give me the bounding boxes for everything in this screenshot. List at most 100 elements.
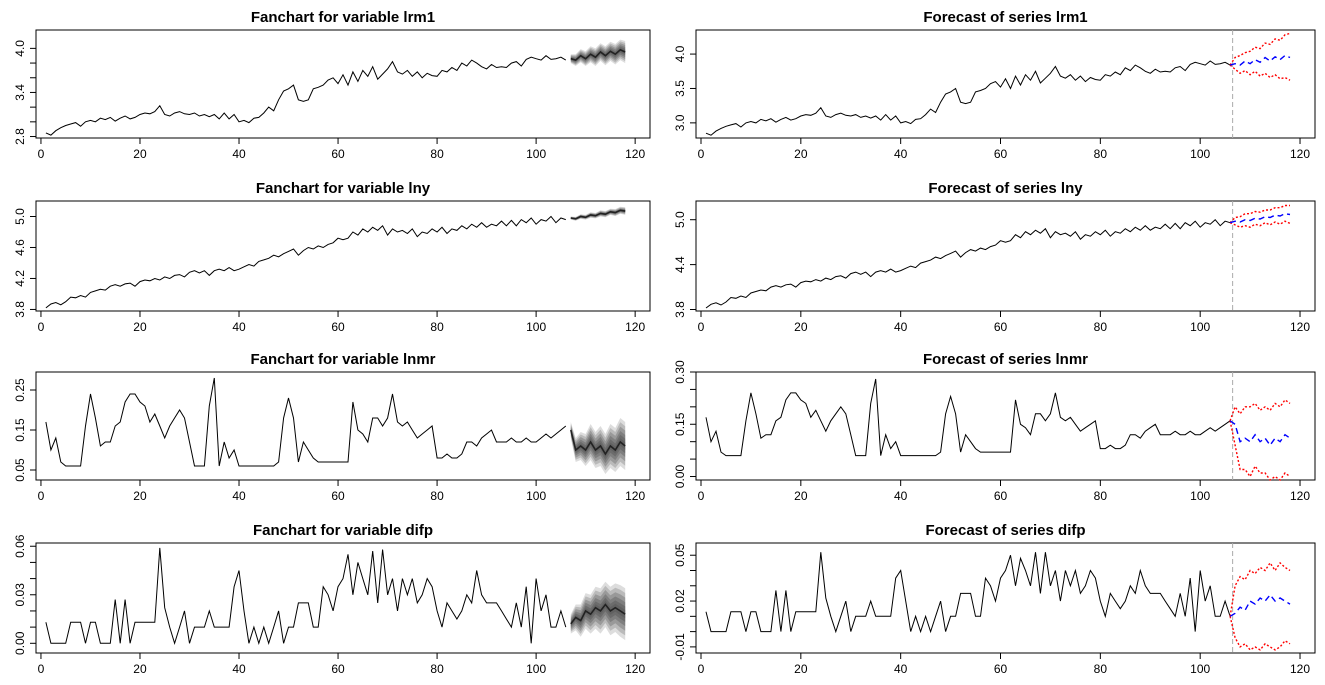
- fan-band: [570, 428, 626, 458]
- x-tick-label: 100: [526, 662, 546, 676]
- x-tick-label: 80: [430, 662, 444, 676]
- x-tick-label: 60: [994, 320, 1008, 334]
- x-tick-label: 40: [894, 320, 908, 334]
- panel-title: Fanchart for variable lny: [256, 180, 431, 197]
- x-tick-label: 120: [625, 489, 645, 503]
- upper-interval-line: [1229, 561, 1291, 617]
- y-tick-label: 0.15: [13, 418, 27, 442]
- x-tick-label: 100: [1190, 489, 1210, 503]
- x-tick-label: 20: [794, 489, 808, 503]
- series-line: [705, 60, 1231, 136]
- plot-frame: [35, 29, 651, 139]
- x-tick-label: 0: [38, 662, 45, 676]
- upper-interval-line: [1229, 32, 1291, 66]
- x-tick-label: 80: [1094, 662, 1108, 676]
- y-tick-label: 2.8: [13, 128, 27, 145]
- x-tick-label: 100: [526, 147, 546, 161]
- y-tick-label: 4.0: [13, 40, 27, 57]
- forecast-line: [1229, 54, 1291, 66]
- lower-interval-line: [1229, 420, 1291, 481]
- x-tick-label: 20: [794, 320, 808, 334]
- fan-band: [570, 39, 626, 66]
- y-tick-label: 5.0: [673, 211, 687, 228]
- x-tick-label: 40: [232, 489, 246, 503]
- x-tick-label: 40: [232, 662, 246, 676]
- plot-frame: [695, 542, 1316, 654]
- x-tick-label: 120: [625, 147, 645, 161]
- panel-fan-lnmr: Fanchart for variable lnmr 0 20 40 60 80 100 12…: [13, 351, 651, 503]
- fan-median-line: [570, 48, 626, 61]
- x-tick-label: 40: [894, 662, 908, 676]
- x-tick-label: 20: [133, 489, 147, 503]
- x-tick-label: 80: [1094, 320, 1108, 334]
- panel-fan-lny: Fanchart for variable lny 0 20 40 60 80 100 120…: [13, 180, 651, 334]
- y-tick-label: 3.0: [673, 114, 687, 131]
- forecast-line: [1229, 212, 1291, 224]
- series-line: [45, 547, 567, 646]
- panel-fc-lnmr: Forecast of series lnmr 0 20 40 60 80 100 120 0.…: [673, 351, 1316, 503]
- y-tick-label: 5.0: [13, 208, 27, 225]
- plot-frame: [35, 200, 651, 312]
- y-tick-label: 3.5: [673, 80, 687, 97]
- y-tick-label: 4.6: [13, 239, 27, 256]
- x-tick-label: 100: [526, 320, 546, 334]
- panel-fc-difp: Forecast of series difp 0 20 40 60 80 100 120 -0…: [673, 522, 1316, 676]
- fan-median-line: [570, 429, 626, 456]
- x-tick-label: 60: [994, 662, 1008, 676]
- lower-interval-line: [1229, 220, 1291, 228]
- x-tick-label: 80: [430, 320, 444, 334]
- forecast-line: [1229, 420, 1291, 447]
- y-tick-label: 0.02: [673, 589, 687, 613]
- x-tick-label: 60: [331, 489, 345, 503]
- x-tick-label: 40: [232, 320, 246, 334]
- series-line: [705, 552, 1231, 634]
- upper-interval-line: [1229, 398, 1291, 422]
- y-tick-label: 0.00: [673, 465, 687, 489]
- upper-interval-line: [1229, 204, 1290, 224]
- x-tick-label: 80: [430, 489, 444, 503]
- series-line: [705, 218, 1231, 309]
- x-tick-label: 60: [331, 147, 345, 161]
- x-tick-label: 0: [698, 147, 705, 161]
- x-tick-label: 120: [625, 320, 645, 334]
- series-line: [45, 55, 567, 136]
- plot-frame: [695, 200, 1316, 312]
- fan-band: [570, 427, 626, 460]
- fan-median-line: [570, 603, 626, 625]
- x-tick-label: 20: [133, 147, 147, 161]
- panel-title: Forecast of series lnmr: [923, 351, 1088, 368]
- x-tick-label: 40: [232, 147, 246, 161]
- x-tick-label: 120: [1290, 147, 1310, 161]
- plot-frame: [695, 371, 1316, 481]
- panel-fan-lrm1: Fanchart for variable lrm1 0 20 40 60 80 100 12…: [13, 9, 651, 161]
- x-tick-label: 100: [526, 489, 546, 503]
- x-tick-label: 100: [1190, 320, 1210, 334]
- x-tick-label: 60: [331, 662, 345, 676]
- x-tick-label: 120: [1290, 320, 1310, 334]
- y-tick-label: 3.4: [13, 84, 27, 101]
- x-tick-label: 60: [994, 147, 1008, 161]
- x-tick-label: 120: [625, 662, 645, 676]
- plot-frame: [35, 542, 651, 654]
- x-tick-label: 20: [794, 147, 808, 161]
- fan-band: [570, 426, 626, 464]
- y-tick-label: 4.2: [13, 270, 27, 287]
- panel-title: Fanchart for variable lrm1: [251, 9, 435, 26]
- panel-fan-difp: Fanchart for variable difp 0 20 40 60 80 100 12…: [13, 522, 651, 676]
- forecast-line: [1229, 593, 1291, 617]
- x-tick-label: 80: [1094, 147, 1108, 161]
- y-tick-label: -0.01: [673, 633, 687, 661]
- fan-band: [570, 600, 626, 626]
- plot-frame: [35, 371, 651, 481]
- x-tick-label: 60: [331, 320, 345, 334]
- x-tick-label: 120: [1290, 662, 1310, 676]
- y-tick-label: 0.05: [13, 458, 27, 482]
- panel-title: Forecast of series difp: [925, 522, 1085, 539]
- y-tick-label: 0.05: [673, 543, 687, 567]
- x-tick-label: 80: [430, 147, 444, 161]
- panel-fc-lrm1: Forecast of series lrm1 0 20 40 60 80 100 120 3.…: [673, 9, 1316, 161]
- series-line: [45, 215, 566, 309]
- panel-title: Forecast of series lrm1: [923, 9, 1087, 26]
- panel-title: Fanchart for variable difp: [253, 522, 433, 539]
- y-tick-label: 4.4: [673, 256, 687, 273]
